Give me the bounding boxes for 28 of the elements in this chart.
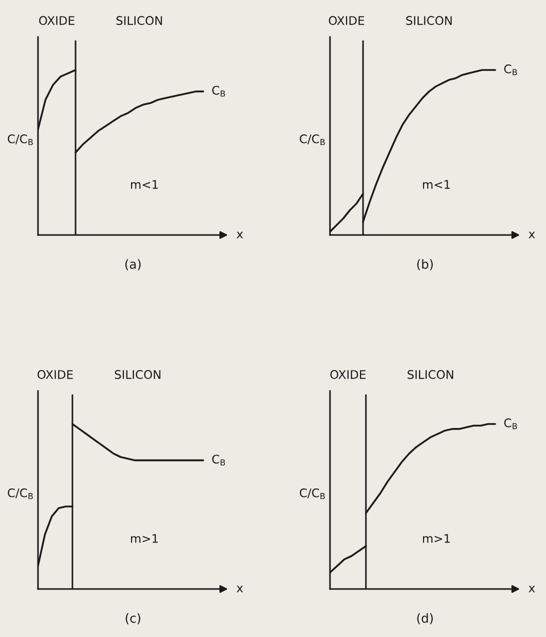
x-axis-title: x	[528, 586, 535, 592]
series-label: C$_{B}$	[212, 86, 225, 97]
text: OXIDE	[39, 16, 74, 25]
annotation: m<1	[423, 180, 450, 189]
text: OXIDE	[328, 16, 364, 25]
text: (b)	[417, 259, 433, 270]
text: (c)	[126, 613, 140, 624]
text: OXIDE	[330, 370, 366, 379]
text: OXIDE	[38, 370, 73, 379]
text: SILICON	[116, 16, 162, 25]
y-axis-title: C/C$_{B}$	[8, 134, 33, 146]
y-axis-title: C/C$_{B}$	[8, 488, 33, 500]
annotation: m>1	[131, 534, 158, 543]
y-axis-title: C/C$_{B}$	[300, 134, 325, 146]
y-axis-title: C/C$_{B}$	[300, 488, 325, 500]
text: (d)	[417, 613, 433, 624]
text: (a)	[125, 259, 141, 270]
x-axis-title: x	[236, 586, 243, 592]
text: SILICON	[408, 370, 454, 379]
x-axis-title: x	[236, 232, 243, 238]
series-label: C$_{B}$	[504, 418, 517, 430]
annotation: m<1	[131, 180, 158, 189]
annotation: m>1	[423, 534, 450, 543]
series-label: C$_{B}$	[504, 64, 517, 76]
series-label: C$_{B}$	[212, 454, 225, 466]
x-axis-title: x	[528, 232, 535, 238]
text: SILICON	[406, 16, 452, 25]
text: SILICON	[114, 370, 160, 379]
